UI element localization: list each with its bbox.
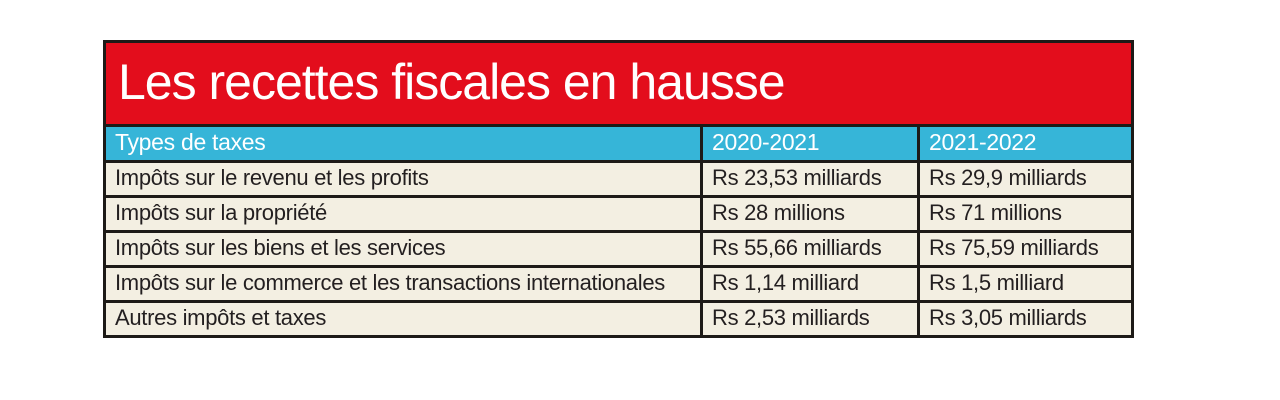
tax-revenue-table: Les recettes fiscales en hausse Types de… (103, 40, 1134, 338)
row-label-cell: Impôts sur le commerce et les transactio… (103, 265, 703, 303)
tax-revenue-infographic: Les recettes fiscales en hausse Types de… (103, 40, 1134, 338)
table-row-revenu-profits: Impôts sur le revenu et les profits Rs 2… (103, 160, 1134, 198)
table-row-autres-impots: Autres impôts et taxes Rs 2,53 milliards… (103, 300, 1134, 338)
column-header-2021-2022: 2021-2022 (917, 124, 1134, 163)
row-label-cell: Impôts sur les biens et les services (103, 230, 703, 268)
value-cell-2021-2022: Rs 1,5 milliard (917, 265, 1134, 303)
value-cell-2020-2021: Rs 23,53 milliards (700, 160, 920, 198)
infographic-title: Les recettes fiscales en hausse (118, 53, 786, 110)
table-row-propriete: Impôts sur la propriété Rs 28 millions R… (103, 195, 1134, 233)
column-header-2020-2021: 2020-2021 (700, 124, 920, 163)
value-cell-2021-2022: Rs 3,05 milliards (917, 300, 1134, 338)
row-label-cell: Impôts sur le revenu et les profits (103, 160, 703, 198)
table-header-row: Types de taxes 2020-2021 2021-2022 (103, 124, 1134, 163)
value-cell-2020-2021: Rs 2,53 milliards (700, 300, 920, 338)
table-row-commerce-transactions: Impôts sur le commerce et les transactio… (103, 265, 1134, 303)
title-banner-row: Les recettes fiscales en hausse (103, 40, 1134, 127)
value-cell-2021-2022: Rs 71 millions (917, 195, 1134, 233)
value-cell-2021-2022: Rs 29,9 milliards (917, 160, 1134, 198)
title-banner: Les recettes fiscales en hausse (103, 40, 1134, 127)
row-label-cell: Impôts sur la propriété (103, 195, 703, 233)
value-cell-2020-2021: Rs 1,14 milliard (700, 265, 920, 303)
value-cell-2021-2022: Rs 75,59 milliards (917, 230, 1134, 268)
column-header-types-de-taxes: Types de taxes (103, 124, 703, 163)
table-row-biens-services: Impôts sur les biens et les services Rs … (103, 230, 1134, 268)
value-cell-2020-2021: Rs 55,66 milliards (700, 230, 920, 268)
value-cell-2020-2021: Rs 28 millions (700, 195, 920, 233)
row-label-cell: Autres impôts et taxes (103, 300, 703, 338)
